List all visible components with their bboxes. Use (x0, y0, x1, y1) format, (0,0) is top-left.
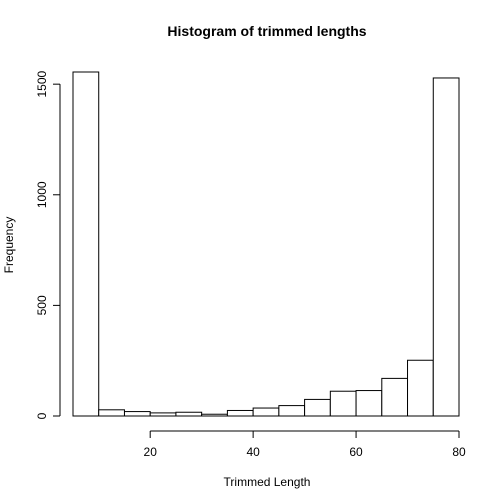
histogram-bar (149, 412, 177, 417)
x-tick-label: 60 (349, 445, 363, 459)
y-tick-label: 500 (35, 295, 49, 315)
histogram-bar (72, 71, 100, 417)
histogram-bar (123, 411, 151, 417)
histogram-bar (355, 390, 383, 417)
x-tick-label: 40 (246, 445, 260, 459)
x-axis: 20 40 60 80 (144, 430, 466, 459)
x-tick-label: 80 (452, 445, 466, 459)
bars-group (72, 71, 460, 417)
histogram-bar (304, 398, 331, 417)
histogram-bar (226, 409, 254, 417)
histogram-bar (278, 405, 306, 417)
histogram-bar (98, 409, 125, 417)
y-axis: 0 500 1000 1500 (35, 70, 61, 419)
histogram-bar (381, 377, 409, 417)
histogram-bar (175, 411, 203, 417)
y-tick-label: 1500 (35, 70, 49, 97)
histogram-bar (432, 77, 460, 417)
x-tick-label: 20 (144, 445, 158, 459)
histogram-bar (252, 407, 280, 417)
y-tick-label: 1000 (35, 181, 49, 208)
y-tick-label: 0 (35, 412, 49, 419)
x-axis-label: Trimmed Length (224, 475, 311, 489)
histogram-bar (407, 359, 434, 417)
chart-title: Histogram of trimmed lengths (167, 23, 366, 39)
y-axis-label: Frequency (2, 217, 16, 274)
histogram-bar (201, 413, 228, 417)
histogram-bar (329, 390, 357, 417)
